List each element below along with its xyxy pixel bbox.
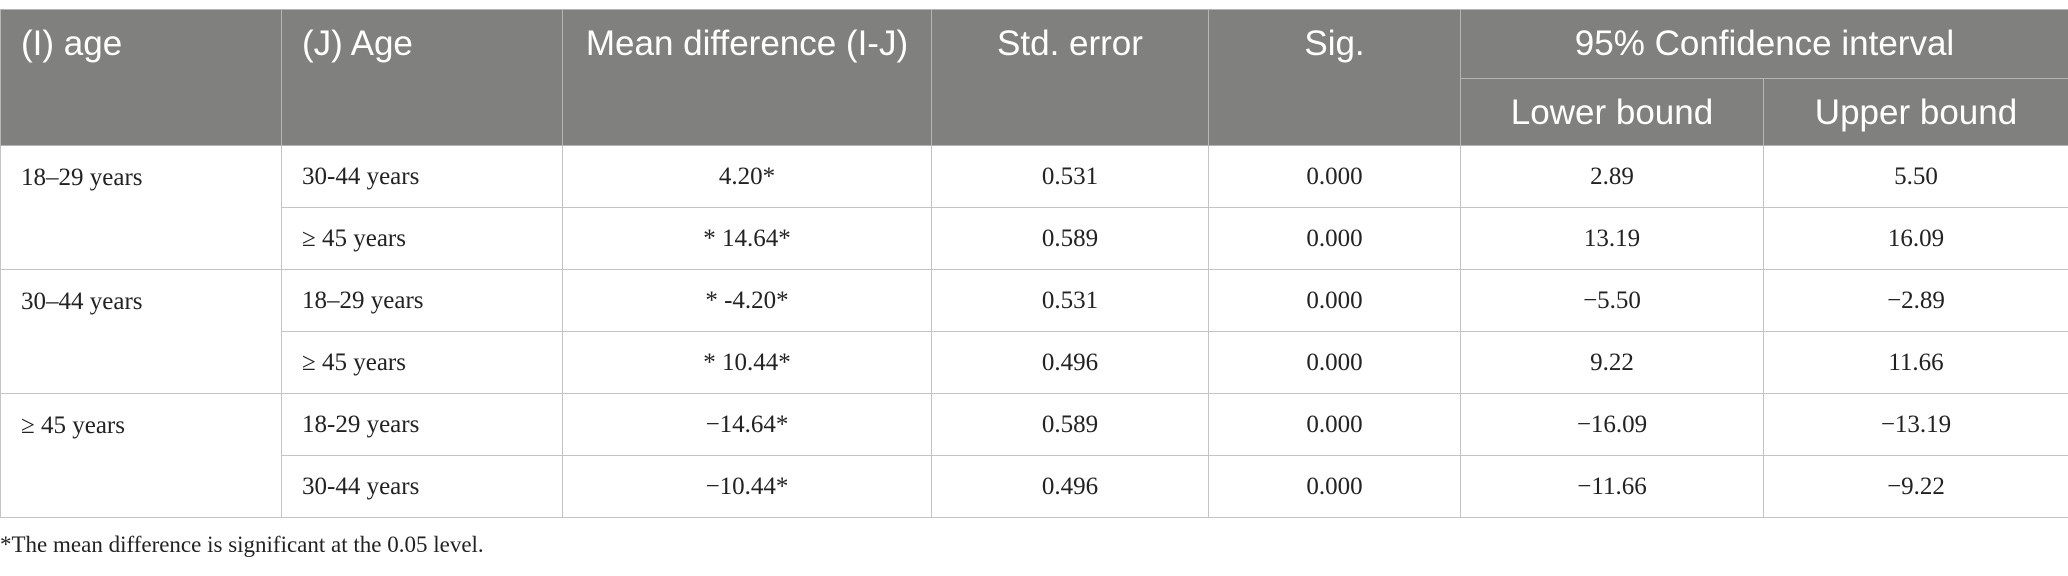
table-cell: * 14.64* (562, 207, 932, 270)
table-cell: * -4.20* (562, 269, 932, 332)
table-cell: 0.000 (1208, 393, 1461, 456)
header-cell: 95% Confidence interval (1460, 9, 2068, 79)
table-cell: 0.000 (1208, 207, 1461, 270)
table-body: 18–29 years 30-44 years 4.20* 0.531 0.000 2.8… (0, 145, 2068, 518)
table-cell: 0.589 (931, 207, 1209, 270)
table-cell: ≥ 45 years (281, 207, 563, 270)
table-cell: 0.000 (1208, 269, 1461, 332)
table-header: (I) age (J) Age Mean difference (I-J) St… (0, 9, 2068, 146)
table-row: 30-44 years −10.44* 0.496 0.000 −11.66 −9.22 (1, 455, 2068, 518)
table-cell: −11.66 (1460, 455, 1764, 518)
table-cell: 11.66 (1763, 331, 2068, 394)
header-cell: Upper bound (1763, 78, 2068, 146)
table-cell: 4.20* (562, 145, 932, 208)
group-cell: 18–29 years (0, 145, 282, 270)
table-cell: −10.44* (562, 455, 932, 518)
header-cell: (I) age (0, 9, 282, 146)
table-cell: ≥ 45 years (281, 331, 563, 394)
table-row: ≥ 45 years * 10.44* 0.496 0.000 9.22 11.66 (1, 331, 2068, 394)
header-cell: Sig. (1208, 9, 1461, 146)
table-cell: 18–29 years (281, 269, 563, 332)
header-cell: Lower bound (1460, 78, 1764, 146)
header-cell: Std. error (931, 9, 1209, 146)
table-cell: 0.531 (931, 145, 1209, 208)
table-cell: 30-44 years (281, 145, 563, 208)
table-cell: 9.22 (1460, 331, 1764, 394)
group-cell: 30–44 years (0, 269, 282, 394)
table-row: ≥ 45 years * 14.64* 0.589 0.000 13.19 16.09 (1, 207, 2068, 270)
table-cell: 0.000 (1208, 331, 1461, 394)
table-cell: 16.09 (1763, 207, 2068, 270)
table-row: 18–29 years 30-44 years 4.20* 0.531 0.000 2.8… (0, 145, 2068, 270)
table-cell: 2.89 (1460, 145, 1764, 208)
table-cell: −9.22 (1763, 455, 2068, 518)
table-cell: 0.531 (931, 269, 1209, 332)
table-cell: 5.50 (1763, 145, 2068, 208)
table-cell: 0.496 (931, 455, 1209, 518)
table-cell: 0.496 (931, 331, 1209, 394)
header-cell: Mean difference (I-J) (562, 9, 932, 146)
footnote: *The mean difference is significant at t… (0, 532, 484, 557)
table-cell: −5.50 (1460, 269, 1764, 332)
table-cell: 0.000 (1208, 455, 1461, 518)
table-cell: −16.09 (1460, 393, 1764, 456)
table-row: ≥ 45 years 18-29 years −14.64* 0.589 0.000 −1… (0, 393, 2068, 518)
group-cell: ≥ 45 years (0, 393, 282, 518)
table-cell: * 10.44* (562, 331, 932, 394)
table-cell: 13.19 (1460, 207, 1764, 270)
header-cell: (J) Age (281, 9, 563, 146)
table-row: 30–44 years 18–29 years * -4.20* 0.531 0.000… (0, 269, 2068, 394)
results-table: (I) age (J) Age Mean difference (I-J) St… (0, 9, 2068, 518)
table-cell: −14.64* (562, 393, 932, 456)
table-cell: 30-44 years (281, 455, 563, 518)
table-cell: −2.89 (1763, 269, 2068, 332)
table-cell: 0.589 (931, 393, 1209, 456)
table-cell: −13.19 (1763, 393, 2068, 456)
table-cell: 18-29 years (281, 393, 563, 456)
table-cell: 0.000 (1208, 145, 1461, 208)
